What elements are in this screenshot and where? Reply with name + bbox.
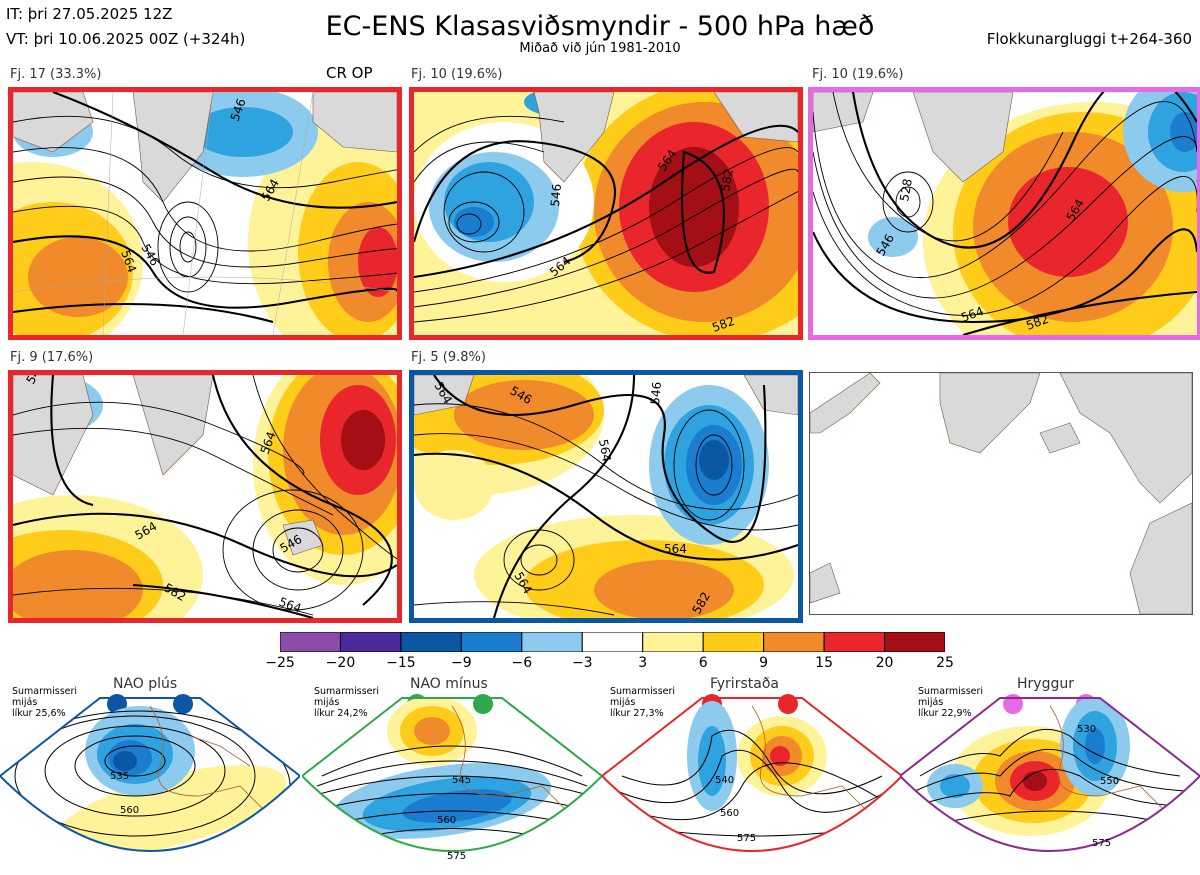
regime-name: NAO mínus: [410, 676, 488, 692]
contour-label: 575: [737, 833, 756, 844]
contour-label: 560: [720, 808, 739, 819]
init-time: IT: þri 27.05.2025 12Z: [6, 5, 173, 23]
cluster-map-5: 564 546 564 546 564 564 582: [409, 370, 803, 623]
colorbar-tick-label: 6: [698, 655, 708, 671]
colorbar-cell: [642, 632, 704, 652]
cluster-map-2: 564 582 546 564 582: [409, 87, 803, 340]
cluster-label-2: Fj. 10 (19.6%): [411, 67, 503, 82]
colorbar-cell: [823, 632, 886, 652]
colorbar-tick-label: −3: [571, 655, 593, 671]
regime-ridge: Sumarmisseri mijás líkur 22,9% Hryggur: [898, 676, 1200, 871]
colorbar-tick-label: 15: [815, 655, 833, 671]
contour-label: 560: [437, 815, 456, 826]
colorbar-cell: [280, 632, 341, 652]
colorbar-cell: [521, 632, 583, 652]
cluster-map-4: 546 564 564 546 564 582: [8, 370, 402, 623]
colorbar-cell: [884, 632, 945, 652]
colorbar-tick-label: 9: [759, 655, 769, 671]
colorbar-tick-label: 3: [638, 655, 648, 671]
regime-nao-plus: Sumarmisseri mijás líkur 25,6% NAO plús 53…: [0, 676, 302, 871]
colorbar-cell: [400, 632, 462, 652]
colorbar: [280, 632, 945, 652]
regime-name: Fyrirstaða: [710, 676, 779, 692]
regime-name: Hryggur: [1017, 676, 1074, 692]
contour-label: 564: [277, 595, 303, 616]
colorbar-tick-label: 25: [936, 655, 954, 671]
cluster-label-5: Fj. 5 (9.8%): [411, 350, 486, 365]
colorbar-cell: [581, 632, 644, 652]
colorbar-tick-label: 20: [875, 655, 894, 671]
contour-label: 564: [596, 438, 614, 463]
contour-label: 550: [1100, 776, 1119, 787]
contour-label: 530: [1077, 724, 1096, 735]
control-op-label: CR OP: [326, 64, 373, 82]
contour-label: 546: [648, 381, 664, 405]
contour-label: 528: [897, 178, 915, 203]
regime-info: Sumarmisseri mijás líkur 22,9%: [918, 686, 984, 719]
contour-label: 545: [452, 775, 471, 786]
colorbar-ticks: −25 −20 −15 −9 −6 −3 3 6 9 15 20 25: [250, 655, 970, 675]
colorbar-tick-label: −6: [511, 655, 533, 671]
regime-info: Sumarmisseri mijás líkur 27,3%: [610, 686, 676, 719]
cluster-label-1: Fj. 17 (33.3%): [10, 67, 102, 82]
contour-label: 535: [110, 771, 129, 782]
colorbar-tick-label: −15: [386, 655, 416, 671]
chart-subtitle: Miðað við jún 1981-2010: [519, 41, 681, 56]
contour-label: 575: [1092, 838, 1111, 849]
regime-info: Sumarmisseri mijás líkur 24,2%: [314, 686, 380, 719]
contour-label: 546: [23, 375, 47, 387]
valid-time: VT: þri 10.06.2025 00Z (+324h): [6, 30, 246, 48]
contour-label: 560: [120, 805, 139, 816]
colorbar-cell: [702, 632, 765, 652]
contour-label: 564: [664, 542, 687, 556]
cluster-map-1: 546 564 546 564: [8, 87, 402, 340]
cluster-map-3: 528 546 564 564 582: [808, 87, 1200, 340]
colorbar-cell: [460, 632, 523, 652]
colorbar-tick-label: −25: [265, 655, 295, 671]
regime-name: NAO plús: [113, 676, 178, 692]
base-map: [809, 372, 1193, 615]
classification-window: Flokkunargluggi t+264-360: [986, 30, 1192, 48]
regime-info: Sumarmisseri mijás líkur 25,6%: [12, 686, 78, 719]
colorbar-tick-label: −20: [325, 655, 356, 671]
contour-label: 540: [715, 775, 734, 786]
chart-title: EC-ENS Klasasviðsmyndir - 500 hPa hæð: [325, 11, 875, 42]
regime-nao-minus: Sumarmisseri mijás líkur 24,2% NAO mínus 5…: [300, 676, 604, 871]
colorbar-cell: [339, 632, 402, 652]
contour-label: 546: [548, 183, 564, 207]
regime-blocking: Sumarmisseri mijás líkur 27,3% Fyrirstaða …: [600, 676, 904, 871]
cluster-label-4: Fj. 9 (17.6%): [10, 350, 94, 365]
cluster-label-3: Fj. 10 (19.6%): [812, 67, 904, 82]
contour-label: 582: [718, 168, 736, 193]
colorbar-cell: [763, 632, 825, 652]
colorbar-tick-label: −9: [451, 655, 472, 671]
contour-label: 575: [447, 851, 466, 862]
